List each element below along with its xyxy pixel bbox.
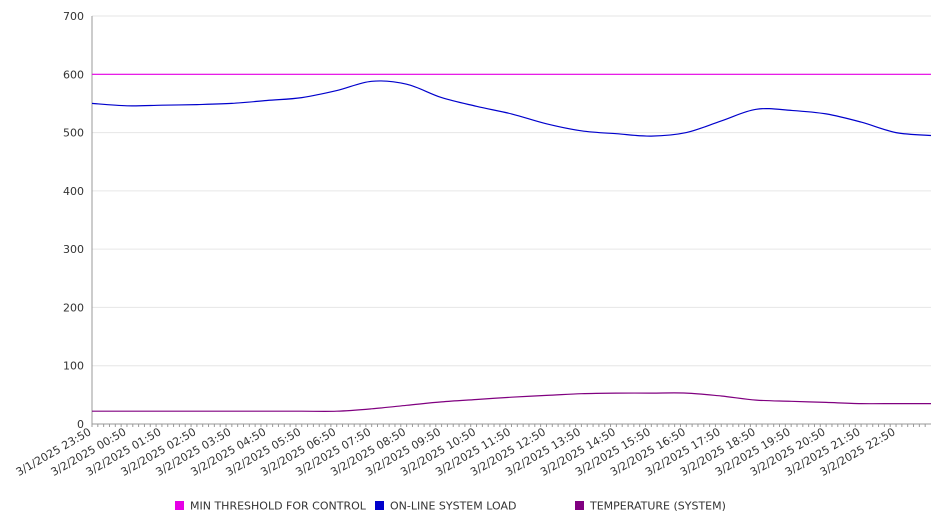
legend-item[interactable]: ON-LINE SYSTEM LOAD [375,500,516,513]
y-tick-label: 500 [63,127,84,140]
y-tick-label: 300 [63,243,84,256]
series-lines [91,73,932,412]
legend-label: MIN THRESHOLD FOR CONTROL [190,500,367,513]
legend-item[interactable]: TEMPERATURE (SYSTEM) [575,500,726,513]
y-tick-label: 100 [63,360,84,373]
y-tick-label: 600 [63,68,84,81]
axes [91,16,931,425]
y-axis-ticks: 0 100 200 300 400 500 600 700 [63,10,84,431]
legend-item[interactable]: MIN THRESHOLD FOR CONTROL [175,500,367,513]
legend-swatch [375,501,384,510]
legend-swatch [175,501,184,510]
legend-label: TEMPERATURE (SYSTEM) [589,500,726,513]
legend-label: ON-LINE SYSTEM LOAD [390,500,516,513]
y-tick-label: 200 [63,301,84,314]
y-tick-label: 400 [63,185,84,198]
x-axis-ticks: 3/1/2025 23:503/2/2025 00:503/2/2025 01:… [14,424,926,479]
grid-lines [92,15,931,367]
series-line-temperature-system [92,392,931,412]
legend[interactable]: MIN THRESHOLD FOR CONTROL ON-LINE SYSTEM … [175,500,726,513]
y-tick-label: 700 [63,10,84,23]
y-tick-label: 0 [77,418,84,431]
series-line-on-line-system-load [91,80,932,137]
legend-swatch [575,501,584,510]
